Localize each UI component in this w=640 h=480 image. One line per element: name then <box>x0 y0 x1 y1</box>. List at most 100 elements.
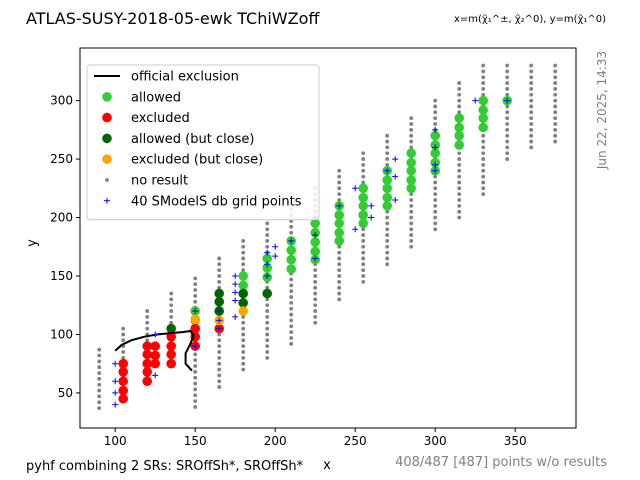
no-result-point <box>385 244 390 249</box>
no-result-point <box>265 309 270 313</box>
no-result-point <box>289 336 294 340</box>
no-result-point <box>217 279 222 284</box>
excluded-point <box>142 341 152 351</box>
allowed-close-point <box>214 296 224 307</box>
no-result-point <box>193 282 198 287</box>
no-result-point <box>337 168 342 173</box>
no-result-point <box>481 151 486 156</box>
no-result-point <box>433 116 438 121</box>
no-result-point <box>337 297 342 302</box>
no-result-point <box>457 163 462 167</box>
no-result-point <box>409 239 414 243</box>
no-result-point <box>409 139 414 144</box>
grid-point-marker <box>232 289 239 296</box>
allowed-close-point <box>238 288 248 299</box>
no-result-point <box>409 145 414 150</box>
no-result-point <box>241 361 246 366</box>
excluded-close-point <box>190 314 200 325</box>
grid-point-marker <box>432 144 439 151</box>
no-result-point <box>361 227 366 232</box>
no-result-point <box>169 291 174 296</box>
no-result-point <box>265 239 270 243</box>
no-result-point <box>265 338 270 343</box>
allowed-point <box>454 113 465 123</box>
no-result-point <box>433 203 438 208</box>
grid-point-marker <box>232 297 239 304</box>
no-result-point <box>529 122 534 126</box>
grid-point-marker <box>192 308 199 315</box>
no-result-point <box>289 289 294 294</box>
no-result-point <box>529 116 534 121</box>
no-result-point <box>241 332 246 337</box>
no-result-point <box>529 75 534 80</box>
grid-point-marker <box>368 214 375 221</box>
no-result-point <box>145 320 150 325</box>
no-result-point <box>193 364 198 368</box>
no-result-point <box>409 122 414 126</box>
no-result-point <box>337 250 342 255</box>
no-result-point <box>169 315 174 319</box>
no-result-point <box>289 277 294 282</box>
no-result-point <box>313 320 318 325</box>
no-result-point <box>241 320 246 325</box>
legend-label: allowed <box>131 90 181 105</box>
no-result-point <box>553 75 558 80</box>
no-result-point <box>193 387 198 392</box>
no-result-point <box>193 393 198 398</box>
no-result-point <box>481 63 486 68</box>
allowed-point <box>382 183 393 194</box>
allowed-point <box>310 237 321 247</box>
no-result-point <box>409 203 414 208</box>
no-result-point <box>265 297 270 302</box>
no-result-point <box>457 98 462 103</box>
no-result-point <box>337 291 342 296</box>
no-result-point <box>97 394 102 399</box>
no-result-point <box>361 262 366 267</box>
no-result-point <box>265 344 270 349</box>
grid-point-marker <box>232 273 239 279</box>
grid-point-marker <box>352 226 359 233</box>
legend-dot-swatch <box>102 112 112 123</box>
no-result-point <box>361 268 366 273</box>
no-result-point <box>553 122 558 126</box>
no-result-point <box>409 221 414 226</box>
excluded-point <box>166 358 176 369</box>
no-result-point <box>313 303 318 308</box>
no-result-point <box>505 92 510 97</box>
allowed-close-point <box>166 323 176 334</box>
no-result-point <box>505 157 510 161</box>
no-result-point <box>145 315 150 319</box>
no-result-point <box>265 320 270 325</box>
no-result-point <box>529 145 534 150</box>
grid-point-marker <box>288 237 295 244</box>
allowed-point <box>334 210 345 220</box>
no-result-point <box>457 203 462 208</box>
no-result-point <box>193 381 198 386</box>
x-tick-label: 200 <box>264 434 287 448</box>
no-result-point <box>265 332 270 337</box>
grid-point-marker <box>504 97 511 104</box>
no-result-point <box>505 116 510 121</box>
legend-label: excluded (but close) <box>131 153 263 168</box>
allowed-point <box>406 148 417 159</box>
allowed-point <box>382 175 393 185</box>
allowed-point <box>430 148 441 159</box>
grid-point-marker <box>216 325 223 332</box>
no-result-point <box>385 227 390 232</box>
no-result-point <box>337 244 342 249</box>
no-result-point <box>481 180 486 185</box>
no-result-point <box>241 315 246 319</box>
no-result-point <box>97 359 102 364</box>
no-result-point <box>337 279 342 284</box>
no-result-point <box>433 104 438 109</box>
no-result-point <box>553 63 558 68</box>
grid-point-marker <box>264 249 271 256</box>
no-result-point <box>217 373 222 378</box>
legend-dot-swatch <box>102 133 112 144</box>
allowed-point <box>454 122 465 133</box>
no-result-point <box>193 369 198 374</box>
excluded-point <box>166 349 176 360</box>
no-result-point <box>505 151 510 156</box>
allowed-point <box>478 105 489 115</box>
